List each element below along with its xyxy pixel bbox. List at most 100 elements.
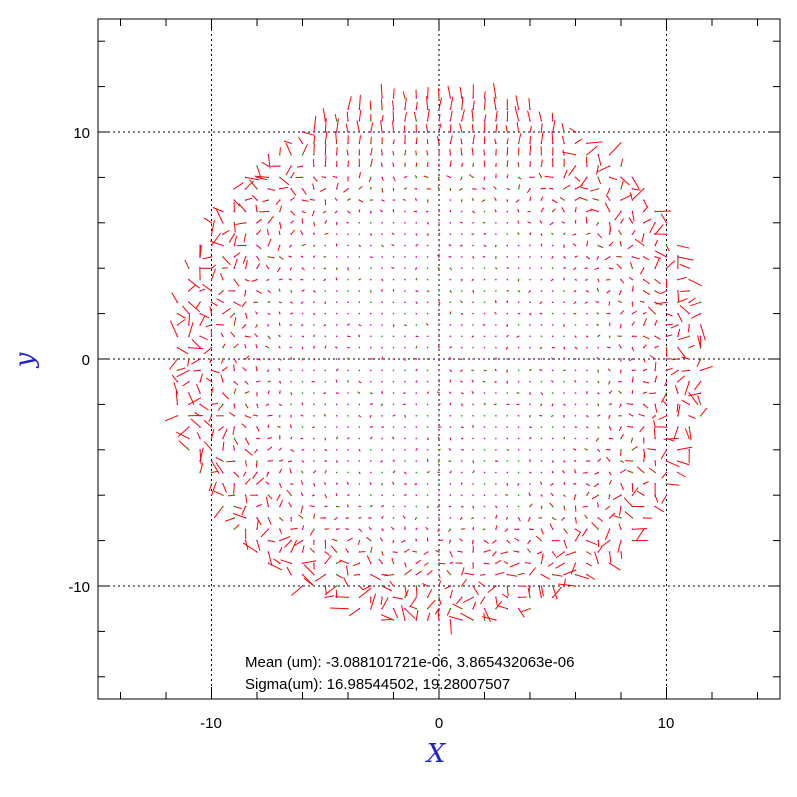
grid-point xyxy=(415,290,417,292)
vector-arrow xyxy=(513,550,519,553)
grid-point xyxy=(404,108,406,110)
grid-point xyxy=(404,131,406,133)
grid-point xyxy=(438,437,440,440)
grid-point xyxy=(620,381,622,383)
grid-point xyxy=(426,369,429,372)
grid-point xyxy=(506,426,508,428)
grid-point xyxy=(529,324,531,326)
grid-point xyxy=(415,437,417,440)
grid-point xyxy=(608,494,611,496)
vector-arrow xyxy=(437,609,440,621)
grid-point xyxy=(574,301,577,303)
grid-point xyxy=(244,517,247,519)
grid-point xyxy=(620,290,622,292)
vector-arrow xyxy=(653,419,656,428)
grid-point xyxy=(358,324,361,326)
grid-point xyxy=(552,483,554,485)
vector-arrow xyxy=(171,292,178,303)
grid-point xyxy=(495,120,497,122)
vector-arrow xyxy=(378,558,383,564)
grid-point xyxy=(574,188,577,190)
grid-point xyxy=(279,426,281,428)
vector-arrow xyxy=(575,138,583,144)
grid-point xyxy=(426,471,429,474)
grid-point xyxy=(347,244,349,247)
vector-arrow xyxy=(256,477,265,485)
grid-point xyxy=(244,505,247,508)
grid-point xyxy=(461,267,463,269)
grid-point xyxy=(370,369,372,372)
vector-arrow xyxy=(643,335,650,340)
vector-arrow xyxy=(215,457,224,462)
grid-point xyxy=(574,244,577,247)
vector-arrow xyxy=(273,558,281,564)
grid-point xyxy=(358,528,361,530)
grid-point xyxy=(688,278,690,281)
grid-point xyxy=(552,358,554,360)
grid-point xyxy=(665,449,668,451)
grid-point xyxy=(574,585,577,587)
grid-point xyxy=(461,608,463,610)
vector-arrow xyxy=(677,375,686,383)
grid-point xyxy=(415,346,417,349)
grid-point xyxy=(381,176,383,179)
grid-point xyxy=(381,358,383,360)
grid-point xyxy=(358,437,361,440)
grid-point xyxy=(358,335,361,337)
grid-point xyxy=(313,244,315,247)
vector-arrow xyxy=(404,585,408,597)
grid-point xyxy=(449,131,452,133)
grid-point xyxy=(301,449,304,451)
grid-point xyxy=(631,460,634,462)
grid-point xyxy=(210,222,213,224)
grid-point xyxy=(665,244,668,247)
grid-point xyxy=(426,528,429,530)
grid-point xyxy=(313,290,315,292)
grid-point xyxy=(324,483,326,485)
grid-point xyxy=(552,324,554,326)
vector-arrow xyxy=(211,470,218,473)
vector-arrow xyxy=(286,489,292,496)
vector-arrow xyxy=(655,301,667,305)
grid-point xyxy=(586,471,588,474)
grid-point xyxy=(472,324,474,326)
vector-arrow xyxy=(413,111,417,121)
grid-point xyxy=(631,301,634,303)
vector-arrow xyxy=(654,404,658,413)
grid-point xyxy=(301,381,304,383)
grid-point xyxy=(415,312,417,315)
grid-point xyxy=(370,573,372,576)
grid-point xyxy=(244,324,247,326)
vector-arrow xyxy=(352,562,360,567)
grid-point xyxy=(643,437,645,440)
grid-point xyxy=(233,312,235,315)
grid-point xyxy=(347,131,349,133)
vector-arrow xyxy=(205,324,212,328)
grid-points xyxy=(176,97,702,621)
vector-arrow xyxy=(392,100,394,110)
grid-point xyxy=(267,392,270,394)
grid-point xyxy=(244,188,247,190)
grid-point xyxy=(358,358,361,360)
grid-point xyxy=(358,199,361,201)
grid-point xyxy=(540,562,543,564)
grid-point xyxy=(222,415,224,417)
grid-point xyxy=(517,120,520,122)
grid-point xyxy=(597,528,599,530)
grid-point xyxy=(267,233,270,235)
grid-point xyxy=(267,154,270,156)
grid-point xyxy=(506,494,508,496)
grid-point xyxy=(279,460,281,462)
vector-arrow xyxy=(518,133,522,144)
grid-point xyxy=(597,517,599,519)
grid-point xyxy=(643,403,645,406)
grid-point xyxy=(415,528,417,530)
vector-arrow xyxy=(356,120,360,133)
vector-arrow xyxy=(199,288,206,292)
grid-point xyxy=(415,608,417,610)
vector-arrow xyxy=(294,540,303,547)
vector-arrow xyxy=(594,551,599,564)
grid-point xyxy=(574,369,577,372)
grid-point xyxy=(517,256,520,258)
grid-point xyxy=(335,449,338,451)
